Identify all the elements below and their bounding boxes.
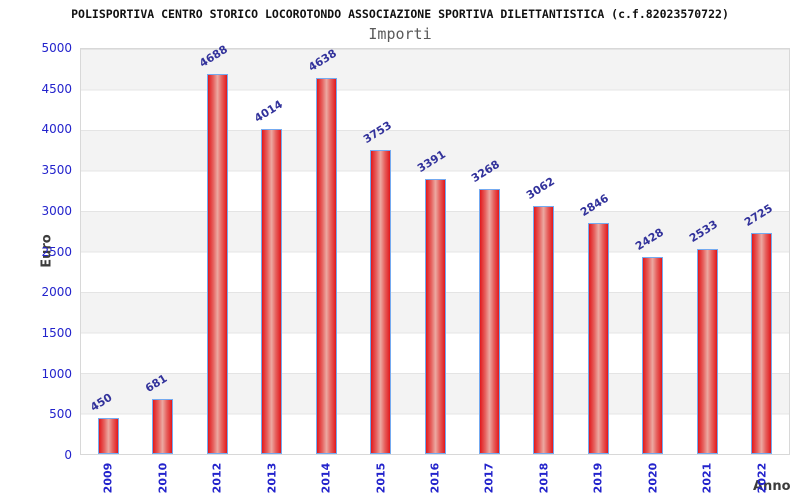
- x-tick-label: 2020: [646, 462, 660, 494]
- bar-value-label: 3391: [415, 148, 448, 176]
- bar-2013: [261, 128, 283, 454]
- x-tick-label: 2015: [374, 462, 388, 494]
- x-tick-label: 2014: [319, 462, 333, 494]
- bar-value-label: 681: [142, 371, 170, 395]
- bar-value-label: 4688: [197, 43, 231, 71]
- y-tick-label: 1500: [41, 325, 72, 340]
- bar-value-label: 450: [88, 390, 115, 414]
- bar-value-label: 2725: [741, 202, 775, 230]
- bar-2010: [152, 398, 174, 454]
- bar-2015: [370, 150, 392, 454]
- chart-subtitle: Importi: [368, 25, 432, 43]
- y-tick-label: 4000: [41, 122, 72, 137]
- x-tick-label: 2021: [700, 462, 714, 494]
- bar-value-label: 3753: [360, 118, 394, 147]
- x-tick-label: 2009: [101, 462, 115, 494]
- bar-2014: [315, 78, 337, 454]
- x-tick-label: 2022: [755, 462, 769, 494]
- bar-value-label: 2846: [578, 192, 612, 220]
- bar-2018: [533, 205, 555, 454]
- x-tick-label: 2016: [428, 462, 442, 494]
- bar-2012: [206, 74, 228, 454]
- bar-2022: [751, 233, 773, 454]
- bar-value-label: 4638: [306, 47, 340, 75]
- bar-2016: [424, 179, 446, 454]
- y-tick-label: 5000: [41, 41, 72, 55]
- bar-2021: [696, 248, 718, 454]
- x-tick-label: 2019: [591, 462, 605, 494]
- plot-area: 450 681 4688 4014 4638 3753 3391 3268 3062 2846 24…: [80, 43, 790, 455]
- bar-value-label: 2428: [632, 226, 666, 254]
- chart-title: POLISPORTIVA CENTRO STORICO LOCOROTONDO …: [71, 7, 729, 21]
- x-tick-label: 2018: [537, 462, 551, 494]
- x-tick-label: 2017: [482, 462, 496, 494]
- x-tick-label: 2010: [156, 462, 170, 494]
- bar-2019: [587, 223, 609, 454]
- bar-2017: [478, 189, 500, 454]
- y-tick-label: 2500: [41, 244, 72, 259]
- y-tick-label: 3500: [41, 163, 72, 178]
- bar-2009: [97, 417, 119, 454]
- bar-value-label: 4014: [251, 97, 285, 125]
- x-axis-title: Anno: [753, 479, 791, 494]
- y-tick-label: 4500: [41, 81, 72, 96]
- x-tick-label: 2012: [210, 462, 224, 494]
- bar-2020: [642, 257, 664, 454]
- y-tick-label: 2000: [41, 285, 72, 300]
- bar-value-label: 3062: [524, 174, 557, 202]
- y-tick-label: 500: [49, 407, 72, 422]
- y-tick-label: 3000: [41, 203, 72, 218]
- y-tick-label: 1000: [41, 366, 72, 381]
- x-tick-label: 2013: [265, 462, 279, 494]
- bar-value-label: 2533: [687, 217, 721, 245]
- y-tick-label: 0: [64, 448, 72, 462]
- bar-value-label: 3268: [469, 158, 503, 186]
